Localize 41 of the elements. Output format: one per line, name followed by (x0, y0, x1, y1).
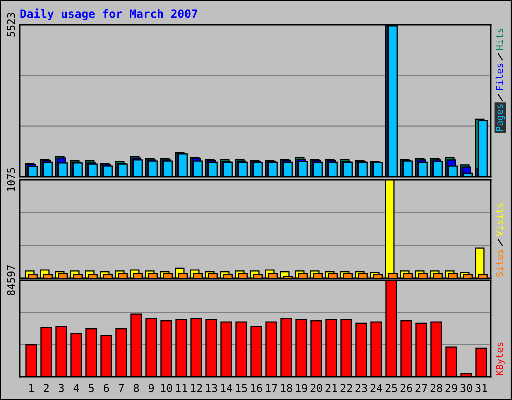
x-tick-label: 12 (191, 384, 202, 392)
x-tick-label: 31 (476, 384, 488, 392)
x-tick-label: 21 (326, 384, 338, 392)
legend-label: Sites (496, 250, 504, 277)
x-tick-label: 16 (251, 384, 262, 392)
x-tick-label: 24 (370, 384, 383, 392)
text: Hits (496, 28, 504, 50)
x-tick-label: 9 (148, 384, 154, 392)
x-tick-label: 18 (281, 384, 292, 392)
x-tick-label: 13 (206, 384, 218, 392)
x-tick-label: 5 (89, 384, 94, 392)
x-tick-label: 4 (74, 384, 80, 392)
x-tick-label: 3 (59, 384, 64, 392)
x-tick-label: 29 (446, 384, 458, 392)
x-tick-label: 2 (44, 384, 49, 392)
y-tick-label: 1075 (7, 168, 16, 192)
y-tick-label: 5523 (7, 13, 16, 37)
x-tick-label: 22 (340, 384, 352, 392)
x-tick-label: 10 (161, 384, 172, 392)
x-tick-label: 1 (30, 384, 34, 392)
text: KBytes (496, 342, 506, 376)
x-tick-label: 6 (104, 384, 110, 392)
y-tick-label: 84597 (7, 266, 16, 296)
legend-label: Files (496, 64, 504, 90)
legend-label: Pages (496, 104, 506, 132)
x-tick-label: 8 (134, 384, 140, 392)
x-tick-label: 7 (119, 384, 124, 392)
x-tick-label: 17 (266, 384, 278, 392)
x-tick-label: 26 (400, 384, 412, 392)
x-tick-label: 28 (430, 384, 442, 392)
x-tick-label: 25 (386, 384, 398, 392)
x-tick-label: 27 (416, 384, 428, 392)
x-tick-label: 15 (236, 384, 248, 392)
text: Visits (496, 204, 504, 236)
chart-title: Daily usage for March 2007 (20, 8, 198, 20)
x-tick-label: 11 (176, 384, 188, 392)
x-tick-label: 14 (221, 384, 233, 392)
x-tick-label: 23 (356, 384, 368, 392)
x-tick-label: 19 (296, 384, 308, 392)
x-tick-label: 20 (310, 384, 322, 392)
x-tick-label: 30 (460, 384, 472, 392)
